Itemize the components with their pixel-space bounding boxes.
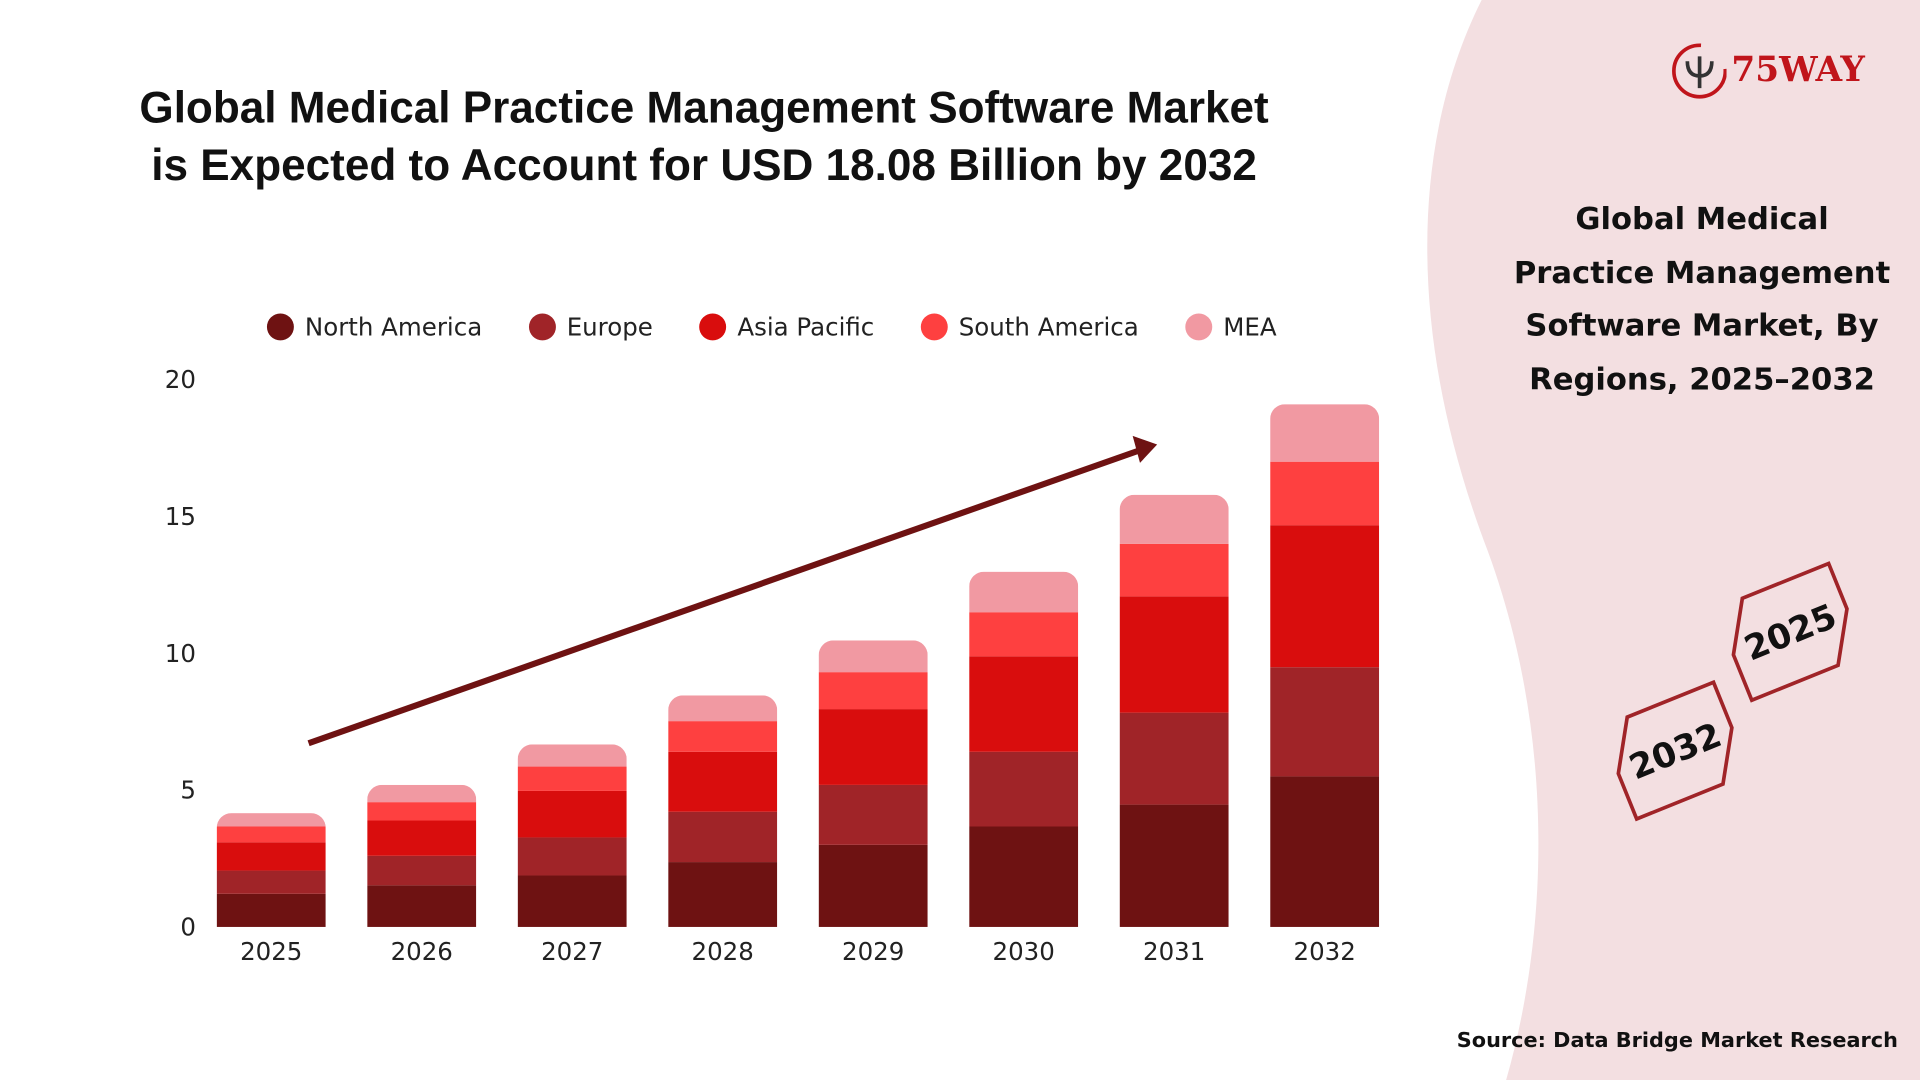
- legend-swatch-icon: [920, 313, 948, 341]
- y-tick-label: 20: [165, 365, 196, 394]
- bar-segment-europe-2025: [216, 870, 326, 894]
- legend-swatch-icon: [528, 313, 556, 341]
- x-tick-label: 2027: [541, 937, 603, 966]
- bar-segment-south-america-2028: [668, 721, 778, 752]
- bar-segment-mea-2029: [818, 640, 928, 673]
- legend-item: Europe: [528, 312, 653, 342]
- chart-legend: North America Europe Asia Pacific South Ame…: [266, 312, 1277, 342]
- logo-icon: [1672, 43, 1727, 99]
- bar-segment-europe-2030: [969, 751, 1079, 827]
- bar-segment-north-america-2032: [1270, 776, 1380, 927]
- y-tick-label: 10: [165, 639, 196, 668]
- side-title: Global Medical Practice Management Softw…: [1513, 200, 1891, 397]
- legend-swatch-icon: [266, 313, 294, 341]
- bar-segment-europe-2031: [1119, 712, 1229, 805]
- x-tick-label: 2030: [993, 937, 1055, 966]
- logo-text: 75WAY: [1731, 48, 1865, 89]
- bar-segment-europe-2028: [668, 811, 778, 863]
- bar-segment-north-america-2025: [216, 893, 326, 927]
- bar-segment-north-america-2029: [818, 844, 928, 927]
- bar-segment-south-america-2031: [1119, 543, 1229, 597]
- legend-item: North America: [266, 312, 483, 342]
- bar-segment-north-america-2030: [969, 826, 1079, 927]
- legend-swatch-icon: [1185, 313, 1213, 341]
- bar-segment-asia-pacific-2029: [818, 709, 928, 785]
- bar-segment-south-america-2029: [818, 672, 928, 710]
- x-tick-label: 2026: [391, 937, 453, 966]
- bar-segment-north-america-2027: [517, 875, 627, 927]
- legend-item: MEA: [1185, 312, 1277, 342]
- bar-segment-south-america-2030: [969, 612, 1079, 657]
- bar-segment-mea-2031: [1119, 494, 1229, 544]
- y-tick-label: 5: [180, 776, 196, 805]
- bar-segment-south-america-2027: [517, 766, 627, 791]
- trend-arrow-head-icon: [1132, 435, 1158, 463]
- bar-segment-asia-pacific-2030: [969, 656, 1079, 752]
- bar-segment-north-america-2026: [367, 885, 477, 927]
- y-tick-label: 15: [165, 502, 196, 531]
- bar-segment-asia-pacific-2027: [517, 790, 627, 838]
- bar-segment-europe-2027: [517, 837, 627, 876]
- legend-label: Europe: [566, 312, 653, 342]
- bar-segment-north-america-2031: [1119, 804, 1229, 927]
- legend-swatch-icon: [699, 313, 727, 341]
- title-line-1: Global Medical Practice Management Softw…: [139, 82, 1269, 133]
- legend-label: North America: [304, 312, 483, 342]
- legend-item: South America: [920, 312, 1139, 342]
- bar-segment-asia-pacific-2025: [216, 842, 326, 871]
- bar-segment-mea-2030: [969, 571, 1079, 613]
- bar-segment-mea-2025: [216, 813, 326, 827]
- bar-segment-north-america-2028: [668, 862, 778, 927]
- bar-segment-mea-2032: [1270, 404, 1380, 462]
- bar-segment-europe-2029: [818, 784, 928, 845]
- bar-segment-mea-2026: [367, 784, 477, 803]
- legend-label: Asia Pacific: [737, 312, 875, 342]
- bar-segment-asia-pacific-2026: [367, 820, 477, 856]
- bar-segment-south-america-2026: [367, 802, 477, 821]
- legend-label: South America: [958, 312, 1139, 342]
- trend-arrow-line: [307, 447, 1140, 747]
- x-tick-label: 2032: [1294, 937, 1356, 966]
- logo: 75WAY: [1668, 37, 1865, 101]
- bar-segment-asia-pacific-2032: [1270, 525, 1380, 668]
- bar-segment-south-america-2025: [216, 826, 326, 843]
- bar-segment-asia-pacific-2028: [668, 751, 778, 812]
- x-tick-label: 2025: [240, 937, 302, 966]
- title-line-2: is Expected to Account for USD 18.08 Bil…: [151, 139, 1257, 190]
- x-tick-label: 2029: [842, 937, 904, 966]
- bar-segment-south-america-2032: [1270, 461, 1380, 526]
- x-tick-label: 2028: [692, 937, 754, 966]
- y-tick-label: 0: [180, 913, 196, 942]
- legend-label: MEA: [1223, 312, 1277, 342]
- legend-item: Asia Pacific: [699, 312, 875, 342]
- bar-segment-mea-2027: [517, 744, 627, 767]
- bar-segment-asia-pacific-2031: [1119, 596, 1229, 713]
- bar-segment-mea-2028: [668, 695, 778, 722]
- x-tick-label: 2031: [1143, 937, 1205, 966]
- source-note: Source: Data Bridge Market Research: [1456, 1028, 1898, 1054]
- bar-segment-europe-2032: [1270, 667, 1380, 777]
- bar-segment-europe-2026: [367, 855, 477, 886]
- page-title: Global Medical Practice Management Softw…: [49, 78, 1359, 193]
